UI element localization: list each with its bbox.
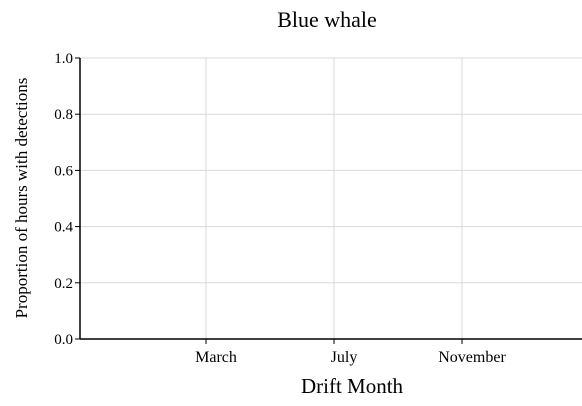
grid bbox=[80, 57, 582, 340]
y-axis-label: Proportion of hours with detections bbox=[12, 78, 31, 319]
y-tick-label: 1.0 bbox=[54, 51, 73, 67]
x-tick-label: November bbox=[438, 349, 506, 366]
x-axis-label: Drift Month bbox=[301, 374, 404, 398]
y-tick-label: 0.0 bbox=[54, 332, 73, 348]
x-tick-label: March bbox=[195, 349, 237, 366]
y-tick-label: 0.6 bbox=[54, 163, 73, 179]
x-tick-label: July bbox=[331, 349, 358, 366]
y-tick-label: 0.2 bbox=[54, 276, 73, 292]
x-axis-ticks: March July November bbox=[195, 339, 506, 366]
axes bbox=[79, 58, 582, 340]
y-axis-ticks: 0.0 0.2 0.4 0.6 0.8 1.0 bbox=[54, 51, 80, 348]
y-tick-label: 0.4 bbox=[54, 220, 73, 236]
y-tick-label: 0.8 bbox=[54, 107, 73, 123]
chart-title: Blue whale bbox=[277, 7, 377, 32]
